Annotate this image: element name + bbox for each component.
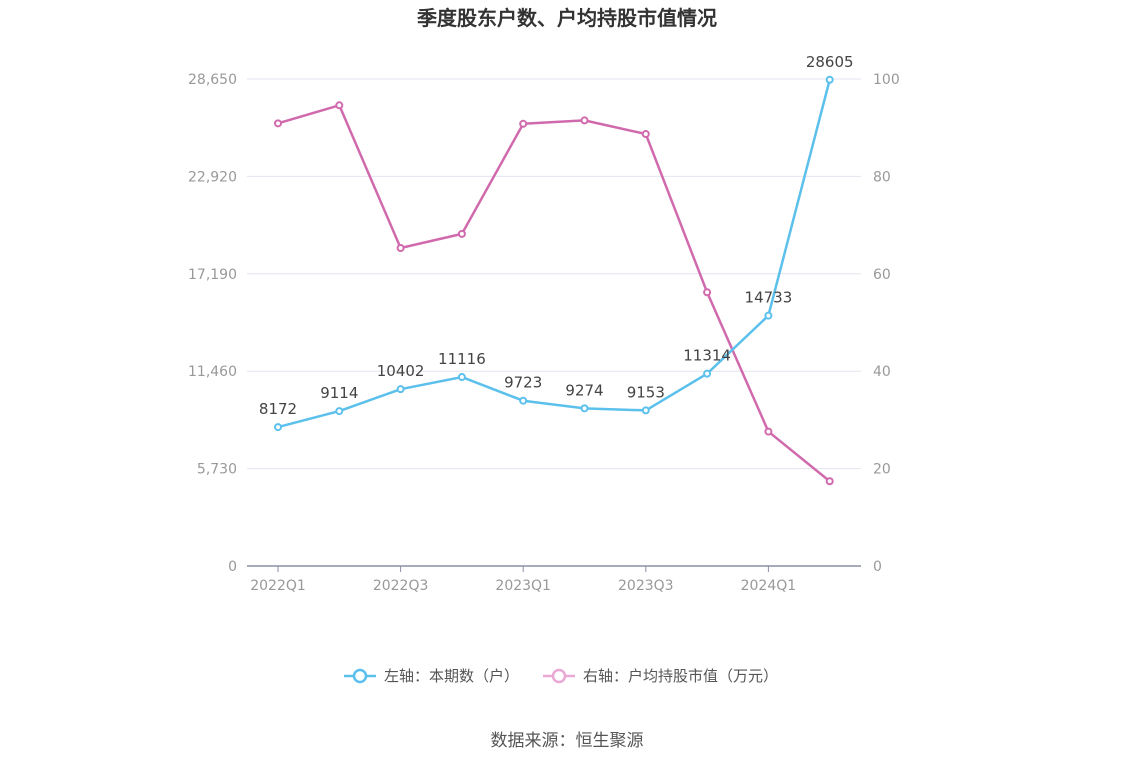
data-label: 9274 xyxy=(565,381,603,399)
data-point-left[interactable] xyxy=(764,311,773,320)
data-point-left[interactable] xyxy=(457,373,466,382)
data-point-left[interactable] xyxy=(580,404,589,413)
data-point-right[interactable] xyxy=(274,119,282,128)
grid xyxy=(247,78,861,470)
x-tick-label: 2022Q1 xyxy=(250,578,306,594)
series-lines xyxy=(277,79,831,483)
x-tick-label: 2023Q3 xyxy=(618,578,674,594)
legend-item-right[interactable]: 右轴：户均持股市值（万元） xyxy=(543,667,778,685)
left-tick-label: 0 xyxy=(228,559,237,575)
data-point-left[interactable] xyxy=(703,369,712,378)
data-point-right[interactable] xyxy=(703,288,712,297)
data-label: 14733 xyxy=(745,289,793,307)
data-label: 9114 xyxy=(320,384,358,402)
series-line-right xyxy=(277,104,831,483)
legend-marker-left xyxy=(352,668,368,684)
data-label: 10402 xyxy=(377,362,425,380)
data-point-right[interactable] xyxy=(641,130,650,139)
chart-title: 季度股东户数、户均持股市值情况 xyxy=(416,6,717,30)
data-point-left[interactable] xyxy=(396,385,405,394)
series-line-left xyxy=(277,79,831,429)
left-tick-label: 28,650 xyxy=(188,72,237,88)
data-point-right[interactable] xyxy=(396,243,405,252)
data-point-right[interactable] xyxy=(457,229,466,238)
data-point-left[interactable] xyxy=(825,75,834,84)
left-tick-label: 11,460 xyxy=(188,364,237,380)
axes: 0 0 5,730 20 11,460 40 17,190 60 22,920 80 28,650 1… xyxy=(188,72,900,594)
left-tick-label: 22,920 xyxy=(188,169,237,185)
data-point-right[interactable] xyxy=(580,116,589,125)
right-tick-label: 40 xyxy=(873,364,891,380)
legend-label-right: 右轴：户均持股市值（万元） xyxy=(583,667,778,685)
data-point-right[interactable] xyxy=(519,119,528,128)
data-label: 8172 xyxy=(259,400,297,418)
data-point-left[interactable] xyxy=(519,396,528,405)
left-tick-label: 5,730 xyxy=(197,462,237,478)
data-point-right[interactable] xyxy=(825,477,834,486)
data-label: 28605 xyxy=(806,53,854,71)
right-tick-label: 0 xyxy=(873,559,882,575)
data-point-left[interactable] xyxy=(274,423,282,432)
data-label: 9153 xyxy=(627,383,665,401)
right-tick-label: 80 xyxy=(873,169,891,185)
x-tick-label: 2024Q1 xyxy=(741,578,797,594)
data-point-left[interactable] xyxy=(641,406,650,415)
data-point-right[interactable] xyxy=(764,427,773,436)
data-label: 11116 xyxy=(438,350,486,368)
series-points xyxy=(274,75,834,486)
data-label: 9723 xyxy=(504,374,542,392)
right-tick-label: 20 xyxy=(873,462,891,478)
x-tick-label: 2022Q3 xyxy=(373,578,429,594)
legend-marker-right xyxy=(551,668,567,684)
left-tick-label: 17,190 xyxy=(188,267,237,283)
data-label: 11314 xyxy=(683,347,731,365)
legend-label-left: 左轴：本期数（户） xyxy=(384,667,519,685)
right-tick-label: 100 xyxy=(873,72,900,88)
legend: 左轴：本期数（户） 右轴：户均持股市值（万元） xyxy=(344,667,778,685)
data-source: 数据来源：恒生聚源 xyxy=(491,731,644,751)
right-tick-label: 60 xyxy=(873,267,891,283)
data-point-left[interactable] xyxy=(335,407,344,416)
data-labels: 8172 9114 10402 11116 9723 9274 9153 11314 14733… xyxy=(259,53,854,418)
data-point-right[interactable] xyxy=(335,101,344,110)
legend-item-left[interactable]: 左轴：本期数（户） xyxy=(344,667,519,685)
x-tick-label: 2023Q1 xyxy=(495,578,551,594)
